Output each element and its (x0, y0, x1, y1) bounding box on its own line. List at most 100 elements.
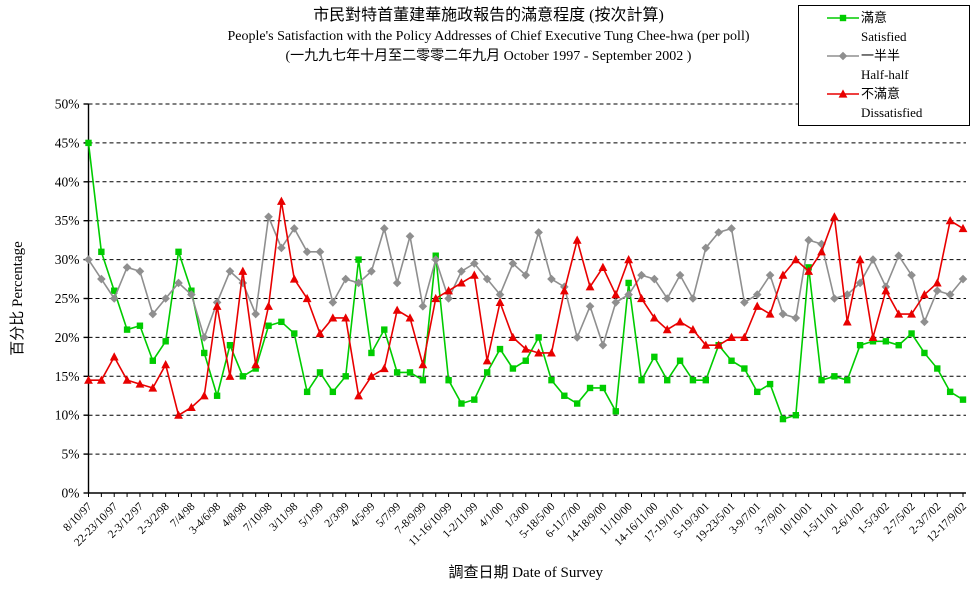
data-point-marker (213, 392, 221, 399)
data-point-marker (495, 290, 505, 299)
data-point-marker (908, 330, 915, 337)
data-point-marker (392, 278, 402, 288)
data-point-marker (509, 365, 517, 372)
x-axis-title: 調查日期 Date of Survey (448, 564, 603, 581)
legend-label-satisfied-zh: 滿意 (861, 10, 888, 25)
data-point-marker (148, 309, 158, 319)
legend-label-dissatisfied-en: Dissatisfied (861, 105, 923, 120)
y-tick-label: 50% (55, 97, 80, 112)
data-point-marker (418, 301, 428, 311)
data-point-marker (379, 363, 389, 373)
data-point-marker (561, 392, 568, 399)
data-point-marker (638, 376, 645, 384)
data-point-marker (804, 266, 814, 275)
data-point-marker (894, 251, 903, 261)
chart-title-en: People's Satisfaction with the Policy Ad… (227, 29, 750, 45)
data-point-marker (585, 282, 595, 291)
data-point-marker (405, 231, 415, 241)
data-point-marker (302, 293, 312, 303)
y-tick-label: 0% (62, 486, 80, 501)
data-point-marker (585, 301, 595, 311)
x-tick-label: 4/5/99 (348, 500, 377, 529)
data-point-marker (637, 293, 646, 303)
data-point-marker (920, 317, 929, 327)
x-ticks (88, 493, 964, 497)
data-point-marker (199, 333, 209, 342)
data-point-marker (934, 365, 941, 372)
data-point-marker (522, 357, 529, 364)
legend-label-satisfied-en: Satisfied (861, 29, 907, 44)
data-point-marker (379, 224, 389, 233)
y-tick-label: 35% (55, 213, 80, 228)
series-half-half (84, 212, 968, 350)
data-point-marker (842, 317, 852, 326)
data-point-marker (84, 255, 93, 264)
data-point-marker (791, 255, 801, 264)
data-point-marker (212, 301, 222, 310)
diamond-icon (838, 51, 848, 61)
data-point-marker (779, 415, 787, 423)
data-point-marker (264, 212, 273, 222)
data-point-marker (445, 376, 452, 384)
data-point-marker (199, 391, 209, 400)
data-point-marker (496, 345, 504, 353)
data-point-marker (868, 255, 878, 264)
data-point-marker (572, 333, 582, 342)
data-point-marker (625, 279, 632, 287)
data-point-marker (701, 340, 711, 349)
data-point-marker (471, 396, 478, 403)
data-point-marker (804, 235, 813, 245)
chart-title-zh: 市民對特首董建華施政報告的滿意程度 (按次計算) (313, 7, 664, 24)
data-point-marker (277, 243, 286, 253)
data-point-marker (791, 313, 801, 323)
data-point-marker (842, 290, 852, 299)
data-point-marker (856, 341, 864, 349)
data-point-marker (752, 290, 762, 299)
data-point-marker (355, 256, 362, 263)
data-point-marker (302, 247, 312, 257)
data-point-marker (329, 388, 337, 396)
data-point-marker (405, 313, 415, 322)
data-point-marker (688, 294, 698, 303)
data-point-marker (109, 352, 119, 361)
data-point-marker (895, 341, 902, 349)
data-point-marker (341, 274, 351, 284)
data-point-marker (662, 294, 672, 303)
data-point-marker (85, 139, 92, 147)
data-point-marker (765, 309, 775, 318)
legend: 滿意 Satisfied 一半半 Half-half 不滿意 Dissatisf… (798, 5, 970, 126)
square-icon (839, 14, 847, 22)
data-point-marker (109, 294, 119, 303)
data-point-marker (702, 376, 709, 384)
chart-titles: 市民對特首董建華施政報告的滿意程度 (按次計算) People's Satisf… (0, 4, 977, 68)
y-tick-label: 30% (55, 252, 80, 267)
data-point-marker (482, 274, 492, 284)
data-point-marker (829, 212, 839, 221)
data-point-marker (161, 360, 171, 369)
data-point-marker (534, 228, 543, 237)
x-tick-label: 5/1/99 (297, 500, 326, 529)
data-point-marker (136, 322, 144, 329)
data-point-marker (573, 400, 581, 407)
data-point-marker (765, 270, 775, 280)
x-tick-label: 4/1/00 (477, 500, 506, 529)
y-tick-label: 5% (62, 447, 80, 462)
data-point-marker (741, 365, 748, 372)
data-point-marker (932, 286, 942, 296)
data-point-marker (831, 373, 838, 380)
y-tick-label: 10% (55, 408, 80, 423)
data-point-marker (559, 286, 569, 295)
data-point-marker (458, 400, 465, 407)
data-point-marker (727, 332, 736, 341)
data-point-marker (238, 266, 248, 275)
data-point-marker (149, 357, 157, 364)
legend-label-half-half-zh: 一半半 (861, 48, 901, 63)
data-point-marker (469, 270, 479, 279)
gridlines (88, 103, 966, 455)
data-point-marker (637, 270, 646, 280)
data-point-marker (368, 349, 375, 357)
y-tick-labels: 0% 5% 10% 15% 20% 25% 30% 35% 40% 45% 50% (55, 97, 89, 501)
data-point-marker (651, 353, 658, 361)
data-point-marker (264, 301, 273, 310)
